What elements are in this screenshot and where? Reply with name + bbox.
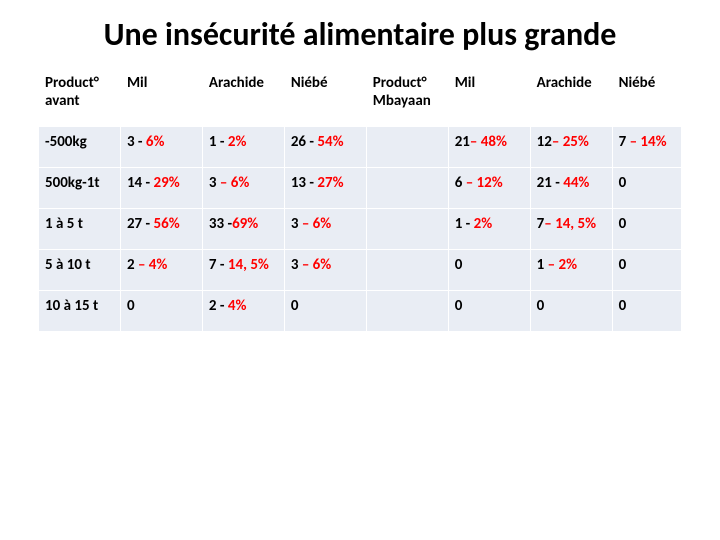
cell (366, 249, 448, 290)
cell: 7 – 14% (612, 126, 681, 167)
cell (366, 167, 448, 208)
cell: 0 (612, 290, 681, 331)
cell: 3 - 6% (120, 126, 202, 167)
cell: 7– 14, 5% (530, 208, 612, 249)
row-label: 500kg-1t (39, 167, 121, 208)
cell: 21 - 44% (530, 167, 612, 208)
header-product-mbayaan: Product° Mbayaan (366, 67, 448, 126)
cell: 0 (448, 290, 530, 331)
cell: 1 – 2% (530, 249, 612, 290)
cell: 6 – 12% (448, 167, 530, 208)
table-row: 1 à 5 t 27 - 56% 33 -69% 3 – 6% 1 - 2% 7… (39, 208, 682, 249)
table-row: -500kg 3 - 6% 1 - 2% 26 - 54% 21– 48% 12… (39, 126, 682, 167)
cell: 1 - 2% (202, 126, 284, 167)
header-arachide-left: Arachide (202, 67, 284, 126)
cell (366, 208, 448, 249)
data-table: Product° avant Mil Arachide Niébé Produc… (38, 67, 682, 332)
cell: 3 – 6% (284, 249, 366, 290)
cell: 33 -69% (202, 208, 284, 249)
header-niebe-right: Niébé (612, 67, 681, 126)
header-mil-left: Mil (120, 67, 202, 126)
cell: 0 (612, 249, 681, 290)
cell: 14 - 29% (120, 167, 202, 208)
header-niebe-left: Niébé (284, 67, 366, 126)
cell: 13 - 27% (284, 167, 366, 208)
row-label: 5 à 10 t (39, 249, 121, 290)
table-body: -500kg 3 - 6% 1 - 2% 26 - 54% 21– 48% 12… (39, 126, 682, 331)
cell: 2 - 4% (202, 290, 284, 331)
table-row: 500kg-1t 14 - 29% 3 – 6% 13 - 27% 6 – 12… (39, 167, 682, 208)
table-row: 5 à 10 t 2 – 4% 7 - 14, 5% 3 – 6% 0 1 – … (39, 249, 682, 290)
cell: 0 (530, 290, 612, 331)
row-label: 1 à 5 t (39, 208, 121, 249)
cell: 0 (612, 167, 681, 208)
cell: 0 (612, 208, 681, 249)
row-label: -500kg (39, 126, 121, 167)
cell: 3 – 6% (284, 208, 366, 249)
cell (366, 290, 448, 331)
cell: 26 - 54% (284, 126, 366, 167)
header-arachide-right: Arachide (530, 67, 612, 126)
cell: 21– 48% (448, 126, 530, 167)
cell: 1 - 2% (448, 208, 530, 249)
slide: Une insécurité alimentaire plus grande P… (0, 0, 720, 540)
cell: 7 - 14, 5% (202, 249, 284, 290)
cell: 2 – 4% (120, 249, 202, 290)
cell: 0 (448, 249, 530, 290)
cell: 0 (120, 290, 202, 331)
header-mil-right: Mil (448, 67, 530, 126)
cell: 12– 25% (530, 126, 612, 167)
header-product-avant: Product° avant (39, 67, 121, 126)
cell: 3 – 6% (202, 167, 284, 208)
row-label: 10 à 15 t (39, 290, 121, 331)
table-header-row: Product° avant Mil Arachide Niébé Produc… (39, 67, 682, 126)
cell (366, 126, 448, 167)
cell: 27 - 56% (120, 208, 202, 249)
table-row: 10 à 15 t 0 2 - 4% 0 0 0 0 (39, 290, 682, 331)
cell: 0 (284, 290, 366, 331)
slide-title: Une insécurité alimentaire plus grande (38, 18, 682, 53)
